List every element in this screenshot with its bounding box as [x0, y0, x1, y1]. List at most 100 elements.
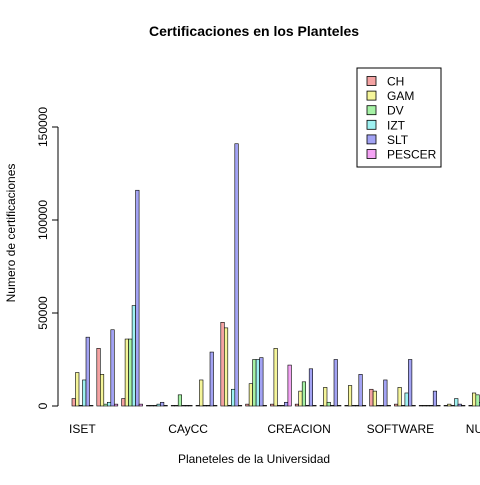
bar-pescer [163, 405, 168, 407]
bar-dv [252, 359, 257, 407]
bar-dv [326, 401, 331, 407]
bar-pescer [337, 405, 342, 407]
bar-izt [454, 398, 459, 407]
legend-label-pescer: PESCER [387, 148, 437, 162]
legend-label-gam: GAM [387, 89, 414, 103]
bar-gam [323, 387, 328, 407]
x-tick-label: SOFTWARE [367, 422, 435, 436]
bar-izt [429, 405, 434, 407]
bar-pescer [436, 405, 441, 407]
bar-dv [128, 338, 133, 407]
bar-slt [209, 351, 214, 407]
bar-ch [369, 388, 374, 407]
bar-dv [202, 405, 207, 407]
bar-dv [103, 403, 108, 407]
bar-izt [255, 359, 260, 407]
bar-dv [351, 405, 356, 407]
bar-slt [432, 390, 438, 407]
bar-izt [305, 405, 310, 407]
bar-ch [96, 348, 101, 407]
bar-gam [347, 385, 353, 407]
legend-label-ch: CH [387, 75, 404, 89]
legend-label-izt: IZT [387, 118, 406, 132]
bar-ch [468, 405, 473, 407]
bar-pescer [188, 405, 193, 407]
bar-ch [418, 405, 424, 407]
bar-gam [199, 379, 204, 407]
bar-ch [443, 405, 448, 407]
bar-dv [401, 405, 406, 407]
bar-pescer [287, 364, 292, 407]
bar-pescer [89, 405, 94, 407]
bar-slt [333, 359, 338, 407]
bar-ch [121, 398, 126, 407]
bar-slt [160, 401, 165, 407]
y-tick-label: 150000 [36, 107, 50, 147]
legend-label-dv: DV [387, 104, 404, 118]
bar-dv [450, 405, 455, 407]
bar-ch [245, 403, 250, 407]
bar-pescer [312, 405, 317, 407]
bar-izt [82, 379, 87, 407]
y-tick-label: 0 [36, 402, 50, 409]
bar-izt [206, 405, 211, 407]
bar-ch [319, 405, 324, 407]
bar-dv [153, 405, 158, 407]
bar-dv [301, 381, 307, 407]
y-axis: 0 50000 100000 150000 [36, 107, 59, 409]
bar-gam [174, 405, 179, 407]
bar-dv [376, 405, 381, 407]
y-tick-label: 50000 [36, 296, 50, 330]
bar-dv [475, 394, 480, 407]
bar-izt [231, 388, 236, 407]
bar-ch [220, 321, 225, 407]
bar-gam [273, 348, 278, 407]
bar-slt [259, 357, 264, 407]
bar-dv [277, 405, 282, 407]
x-tick-label: NUTRICION [466, 422, 480, 436]
bar-izt [330, 405, 335, 407]
bar-ch [344, 405, 349, 407]
bar-gam [75, 372, 80, 407]
bar-gam [447, 403, 452, 407]
bar-ch [71, 398, 76, 407]
bar-pescer [114, 403, 119, 407]
bar-ch [394, 403, 399, 407]
bar-slt [184, 405, 189, 407]
x-tick-label: CAyCC [168, 422, 208, 436]
y-axis-label: Numero de certificaciones [4, 164, 18, 303]
bar-pescer [238, 405, 243, 407]
bar-izt [131, 305, 136, 407]
bar-pescer [361, 405, 367, 407]
bar-slt [358, 374, 363, 407]
legend-swatch-gam [366, 90, 377, 101]
bar-slt [383, 379, 388, 407]
bar-gam [422, 405, 427, 407]
bar-izt [354, 405, 360, 407]
legend-label-slt: SLT [387, 133, 409, 147]
bar-gam [298, 390, 303, 407]
bar-slt [234, 143, 239, 407]
bar-gam [224, 327, 229, 407]
bar-slt [85, 336, 90, 407]
bars [71, 143, 480, 407]
legend-swatch-izt [366, 119, 377, 130]
bar-gam [471, 392, 477, 407]
x-tick-label: CREACION [267, 422, 330, 436]
bar-dv [78, 405, 83, 407]
x-axis-label: Planeteles de la Universidad [178, 452, 330, 466]
bar-slt [457, 403, 462, 407]
x-tick-label: ISET [69, 422, 96, 436]
bar-slt [408, 359, 413, 407]
chart-title: Certificaciones en los Planteles [149, 23, 359, 39]
legend-swatch-pescer [366, 149, 377, 159]
bar-gam [248, 383, 253, 407]
bar-izt [379, 405, 384, 407]
bar-izt [156, 403, 161, 407]
bar-izt [107, 401, 112, 407]
bar-dv [177, 394, 182, 407]
bar-pescer [262, 405, 267, 407]
bar-gam [372, 390, 377, 407]
